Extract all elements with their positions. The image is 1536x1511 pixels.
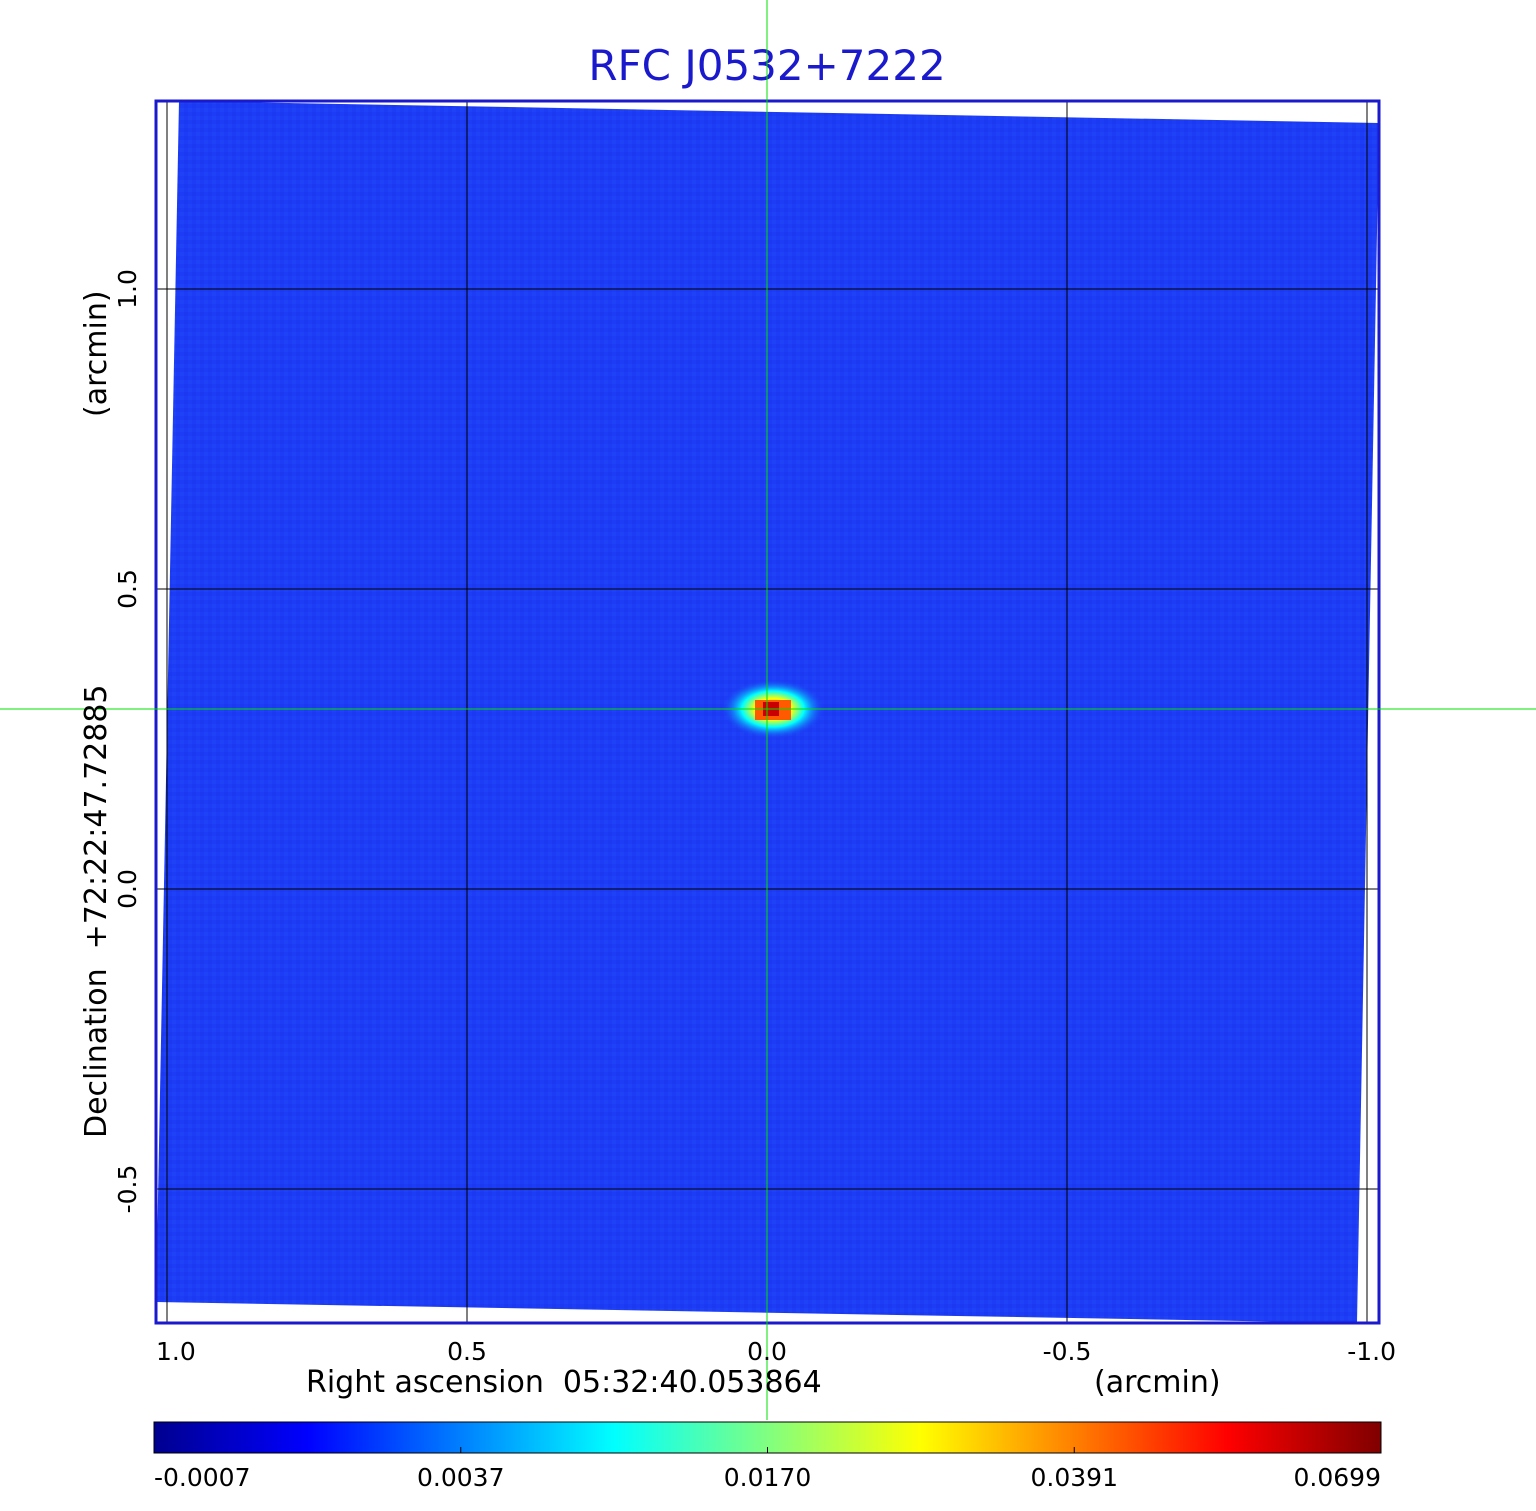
y-tick-label: 0.5	[113, 569, 142, 609]
colorbar-tick-label: 0.0699	[1294, 1463, 1381, 1492]
y-tick-label: -0.5	[113, 1165, 142, 1214]
colorbar-tick-label: 0.0037	[417, 1463, 504, 1492]
y-tick-label: 0.0	[113, 869, 142, 909]
x-tick-label: -0.5	[1043, 1337, 1092, 1366]
colorbar-tick-label: 0.0170	[724, 1463, 811, 1492]
y-axis-label: Declination +72:22:47.72885	[79, 684, 114, 1138]
y-axis-unit: (arcmin)	[79, 290, 114, 417]
colorbar-tick-labels: -0.0007 0.0037 0.0170 0.0391 0.0699	[154, 1447, 1381, 1492]
x-tick-labels: 1.0 0.5 0.0 -0.5 -1.0	[156, 1337, 1396, 1366]
x-axis-unit: (arcmin)	[1094, 1365, 1221, 1400]
colorbar-tick-label: 0.0391	[1031, 1463, 1118, 1492]
x-tick-label: 0.5	[447, 1337, 487, 1366]
x-tick-label: -1.0	[1347, 1337, 1396, 1366]
x-axis-label: Right ascension 05:32:40.053864	[306, 1365, 822, 1400]
x-tick-label: 0.0	[747, 1337, 787, 1366]
colorbar-tick-label: -0.0007	[154, 1463, 251, 1492]
x-tick-label: 1.0	[156, 1337, 196, 1366]
y-tick-label: 1.0	[113, 269, 142, 309]
y-tick-labels: -0.5 0.0 0.5 1.0	[113, 269, 142, 1213]
